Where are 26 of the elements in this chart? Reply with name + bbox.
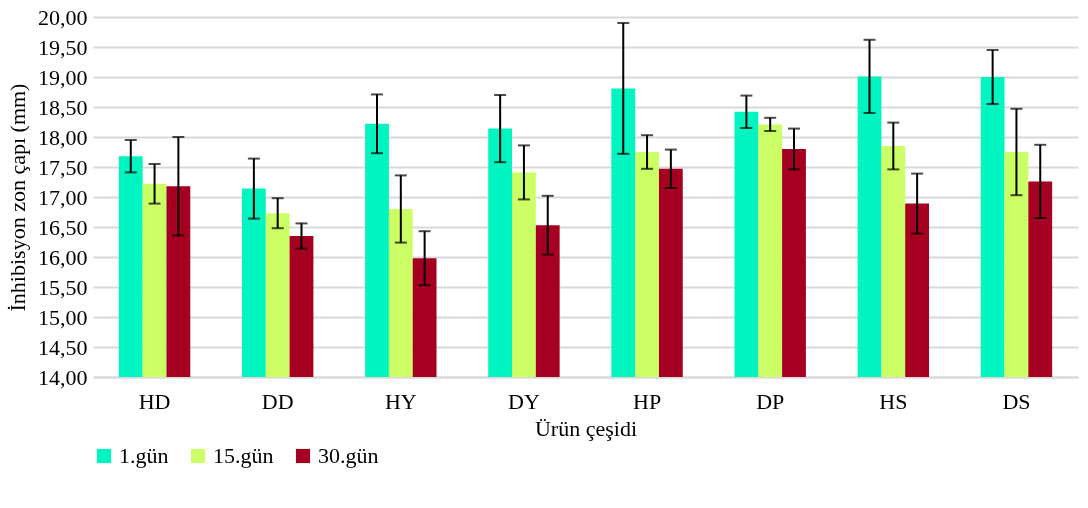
y-tick-label: 19,50 [38,34,88,60]
x-tick-label: HP [633,388,662,414]
y-tick-label: 19,00 [38,64,88,90]
y-tick-label: 16,00 [38,244,88,270]
y-tick-label: 15,50 [38,274,88,300]
legend-label: 15.gün [213,443,274,468]
x-tick-label: DD [261,388,294,414]
legend-label: 1.gün [119,443,169,468]
y-tick-label: 15,00 [38,304,88,330]
y-tick-label: 18,00 [38,124,88,150]
x-tick-label: DY [508,388,540,414]
y-tick-label: 14,00 [38,364,88,390]
x-axis-title: Ürün çeşidi [534,415,638,441]
legend-label: 30.gün [318,443,379,468]
y-axis-title: İnhibisyon zon çapı (mm) [5,83,30,312]
y-tick-label: 16,50 [38,214,88,240]
y-tick-label: 18,50 [38,94,88,120]
y-tick-label: 17,50 [38,154,88,180]
y-tick-label: 14,50 [38,334,88,360]
x-tick-label: DS [1002,388,1031,414]
x-tick-label: HS [879,388,908,414]
y-tick-label: 20,00 [38,4,88,30]
x-tick-label: HY [384,388,417,414]
x-tick-label: DP [756,388,785,414]
y-tick-label: 17,00 [38,184,88,210]
x-tick-label: HD [138,388,171,414]
